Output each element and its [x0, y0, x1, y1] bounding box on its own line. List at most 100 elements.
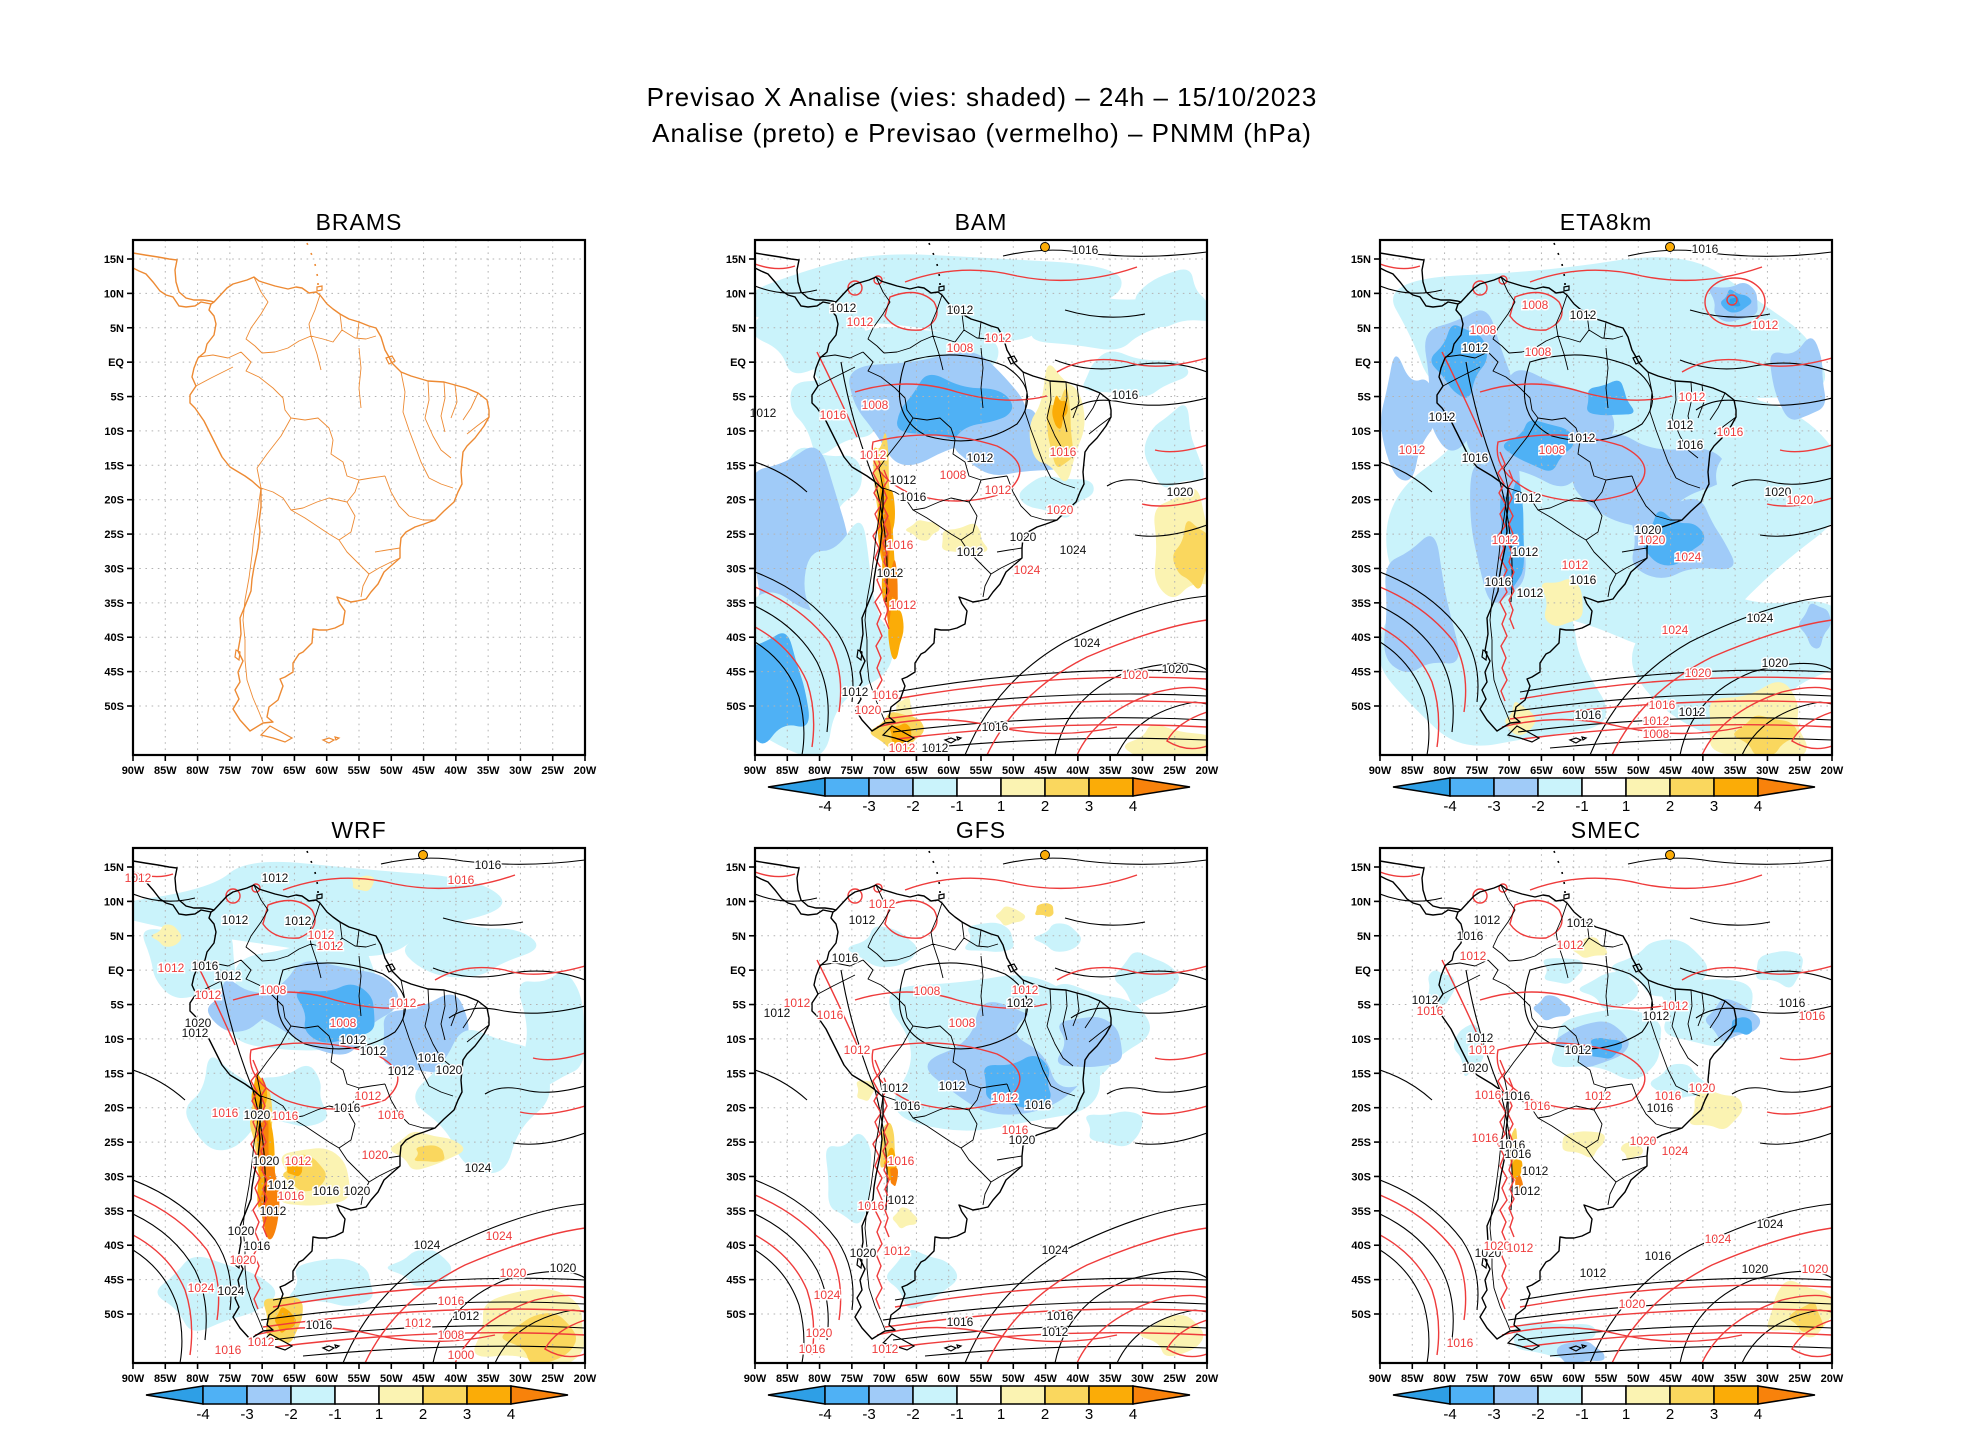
lat-tick-label: 50S	[1351, 701, 1371, 713]
forecast-contour-label: 1020	[1122, 668, 1149, 682]
lon-tick-label: 55W	[348, 765, 371, 777]
map-plot-area-eta8km: 1016101210121012101210161012101610201012…	[1351, 238, 1844, 777]
bias-shade-m1	[186, 1057, 262, 1151]
forecast-contour-label: 1012	[1507, 1241, 1534, 1255]
lat-tick-label: 50S	[726, 1309, 746, 1321]
bias-shade-m3	[1642, 511, 1705, 566]
lat-tick-label: 25S	[104, 1137, 124, 1149]
bias-shade-p1	[1570, 937, 1608, 958]
bias-shade-p1	[1140, 1315, 1204, 1357]
colorbar-segment	[1625, 1385, 1671, 1405]
lat-tick-label: 15S	[1351, 1068, 1371, 1080]
forecast-contour-label: 1012	[1492, 533, 1519, 547]
lon-tick-label: 20W	[574, 1373, 597, 1385]
lat-tick-label: 35S	[726, 598, 746, 610]
lat-tick-label: 10S	[726, 1034, 746, 1046]
lat-tick-label: 15N	[1351, 862, 1371, 874]
lon-tick-label: 70W	[1498, 765, 1521, 777]
analysis-contour-label: 1016	[1779, 996, 1806, 1010]
colorbar-tick-label: -2	[906, 1406, 919, 1423]
bias-shade-p1	[151, 924, 182, 947]
forecast-contour-label: 1016	[438, 1294, 465, 1308]
panel-brams: BRAMS 15N 10N 5N EQ 5S 10S 15S 20S 25S 30S 35S 40S 45…	[88, 200, 605, 860]
colorbar-segment	[1625, 777, 1671, 797]
bias-shade-p2	[1035, 903, 1054, 917]
lat-tick-label: 15N	[104, 862, 124, 874]
tropical-marker	[418, 850, 428, 860]
lat-tick-label: 10N	[726, 288, 746, 300]
lat-tick-label: 25S	[726, 1137, 746, 1149]
lat-tick-label: 45S	[104, 1275, 124, 1287]
lat-tick-label: 45S	[726, 667, 746, 679]
analysis-contour-label: 1012	[1667, 418, 1694, 432]
analysis-contour-label: 1016	[475, 858, 502, 872]
lat-tick-label: 15N	[1351, 254, 1371, 266]
colorbar-tick-label: 2	[1041, 1406, 1049, 1423]
analysis-contour-label: 1012	[1517, 586, 1544, 600]
panel-wrf: WRF 1016 1012 1012 1012 1016 1012 1020 1012 1012 1…	[88, 808, 605, 1436]
lon-tick-label: 65W	[1530, 765, 1553, 777]
lon-tick-label: 60W	[937, 765, 960, 777]
colorbar-segment	[378, 1385, 424, 1405]
bias-shade-m1	[1716, 395, 1802, 544]
lon-tick-label: 80W	[186, 1373, 209, 1385]
bias-shade-m1	[415, 1030, 550, 1174]
lon-tick-label: 55W	[348, 1373, 371, 1385]
lon-tick-label: 50W	[1002, 765, 1025, 777]
forecast-contour-label: 1012	[1679, 390, 1706, 404]
colorbar-tick-label: -1	[328, 1406, 341, 1423]
analysis-contour-label: 1012	[222, 913, 249, 927]
bias-shade-m3	[1590, 1037, 1623, 1059]
bias-shade-m1	[404, 914, 537, 978]
lat-tick-label: 5S	[733, 392, 746, 404]
lon-tick-label: 70W	[251, 1373, 274, 1385]
bias-shade-p4	[260, 1153, 280, 1240]
lat-tick-label: 15S	[104, 460, 124, 472]
forecast-contour-label: 1024	[486, 1229, 513, 1243]
forecast-contour-label: 1008	[260, 983, 287, 997]
forecast-contour-label: 1024	[1675, 550, 1702, 564]
lon-tick-label: 55W	[1595, 765, 1618, 777]
lon-tick-label: 65W	[283, 1373, 306, 1385]
forecast-ring-center	[1726, 294, 1738, 306]
forecast-contour-label: 1020	[1484, 1239, 1511, 1253]
forecast-contour-label: 1020	[1619, 1297, 1646, 1311]
lon-tick-label: 90W	[1369, 1373, 1392, 1385]
analysis-contour-label: 1020	[550, 1261, 577, 1275]
lon-tick-label: 90W	[122, 765, 145, 777]
lon-tick-label: 65W	[905, 1373, 928, 1385]
lon-tick-label: 70W	[1498, 1373, 1521, 1385]
lat-tick-label: 50S	[726, 701, 746, 713]
analysis-contour-label: 1020	[1635, 523, 1662, 537]
panel-title-gfs: GFS	[955, 817, 1007, 843]
analysis-contour-label: 1024	[465, 1161, 492, 1175]
bias-shade-p1	[1689, 1089, 1743, 1130]
analysis-contour-label: 1012	[947, 303, 974, 317]
colorbar-segment	[1044, 777, 1090, 797]
analysis-contour-label: 1016	[1462, 451, 1489, 465]
colorbar-tick-label: -4	[1443, 1406, 1456, 1423]
forecast-contour-label: 1012	[847, 315, 874, 329]
analysis-contour-label: 1012	[1467, 1031, 1494, 1045]
analysis-contour-label: 1016	[982, 720, 1009, 734]
analysis-contour-label: 1016	[1457, 929, 1484, 943]
axis-layer: 15N 10N 5N EQ 5S 10S 15S 20S 25S 30S 35S 40S 45S 50S 9…	[1351, 862, 1844, 1385]
forecast-contour-label: 1012	[860, 448, 887, 462]
lon-tick-label: 75W	[1466, 1373, 1489, 1385]
analysis-contour-label: 1012	[1514, 1184, 1541, 1198]
bias-shade-p4	[1515, 1175, 1523, 1195]
analysis-contour-label: 1012	[1412, 993, 1439, 1007]
bias-shade-p1	[995, 906, 1026, 926]
lon-tick-label: 20W	[574, 765, 597, 777]
lat-tick-label: 5S	[733, 1000, 746, 1012]
bias-shade-p2	[414, 1145, 445, 1162]
lon-tick-label: 40W	[1692, 1373, 1715, 1385]
bias-shade-m2	[1799, 603, 1831, 649]
bias-shade-p3	[1512, 1159, 1523, 1184]
lon-tick-label: 55W	[970, 765, 993, 777]
lon-tick-label: 25W	[541, 765, 564, 777]
analysis-contour-label: 1016	[1647, 1101, 1674, 1115]
forecast-contour-label: 1012	[405, 1316, 432, 1330]
forecast-contour-label: 1008	[862, 398, 889, 412]
